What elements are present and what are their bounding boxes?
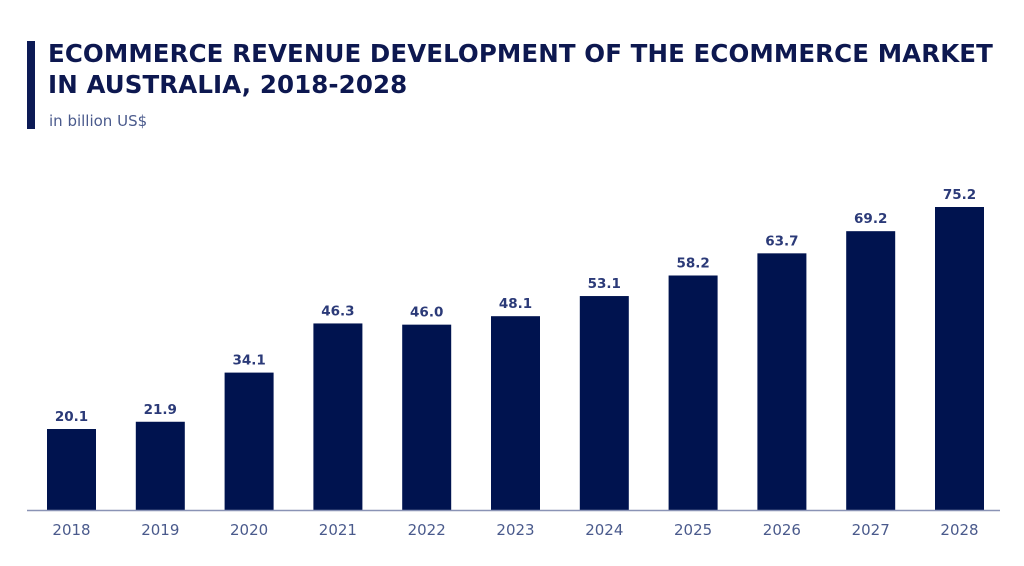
bar-value-label-2026: 63.7 [765,233,798,249]
bar-value-label-2020: 34.1 [232,353,265,369]
bar-2022 [402,324,452,510]
x-tick-label-2025: 2025 [674,521,712,539]
bar-value-label-2021: 46.3 [321,303,354,319]
bar-value-label-2028: 75.2 [943,187,976,203]
x-tick-label-2028: 2028 [940,521,978,539]
bar-2027 [846,231,896,510]
bar-value-label-2024: 53.1 [588,276,621,292]
x-axis-tick-labels: 2018 2019 2020 2021 2022 2023 2024 2025 2026 2027… [52,521,978,539]
bar-value-label-2027: 69.2 [854,211,887,227]
bar-value-labels: 20.1 21.9 34.1 46.3 46.0 48.1 53.1 58.2 63.7 69.2… [55,187,976,425]
bar-2020 [224,372,274,510]
bar-value-label-2023: 48.1 [499,296,532,312]
chart-title-line-1: ECOMMERCE REVENUE DEVELOPMENT OF THE ECO… [48,39,993,68]
x-tick-label-2020: 2020 [230,521,268,539]
x-tick-label-2019: 2019 [141,521,179,539]
bar-2025 [668,275,718,510]
bar-value-label-2018: 20.1 [55,409,88,425]
bar-2018 [47,429,96,510]
x-tick-label-2018: 2018 [52,521,90,539]
bar-2019 [135,421,185,510]
x-tick-label-2026: 2026 [763,521,801,539]
chart-title: ECOMMERCE REVENUE DEVELOPMENT OF THE ECO… [48,38,993,100]
x-tick-label-2021: 2021 [319,521,357,539]
bar-2026 [757,253,807,511]
bar-2021 [313,323,363,510]
x-tick-label-2024: 2024 [585,521,623,539]
bar-value-label-2025: 58.2 [676,255,709,271]
title-accent-bar [27,41,35,129]
bar-2023 [491,316,540,510]
chart-title-line-2: IN AUSTRALIA, 2018-2028 [48,70,408,99]
bar-2024 [579,296,629,510]
x-tick-label-2027: 2027 [852,521,890,539]
x-tick-label-2022: 2022 [408,521,446,539]
bar-value-label-2022: 46.0 [410,305,443,321]
chart-subtitle: in billion US$ [49,112,148,130]
bars-group [47,207,984,511]
x-tick-label-2023: 2023 [496,521,534,539]
bar-value-label-2019: 21.9 [144,402,177,418]
bar-2028 [935,207,984,510]
